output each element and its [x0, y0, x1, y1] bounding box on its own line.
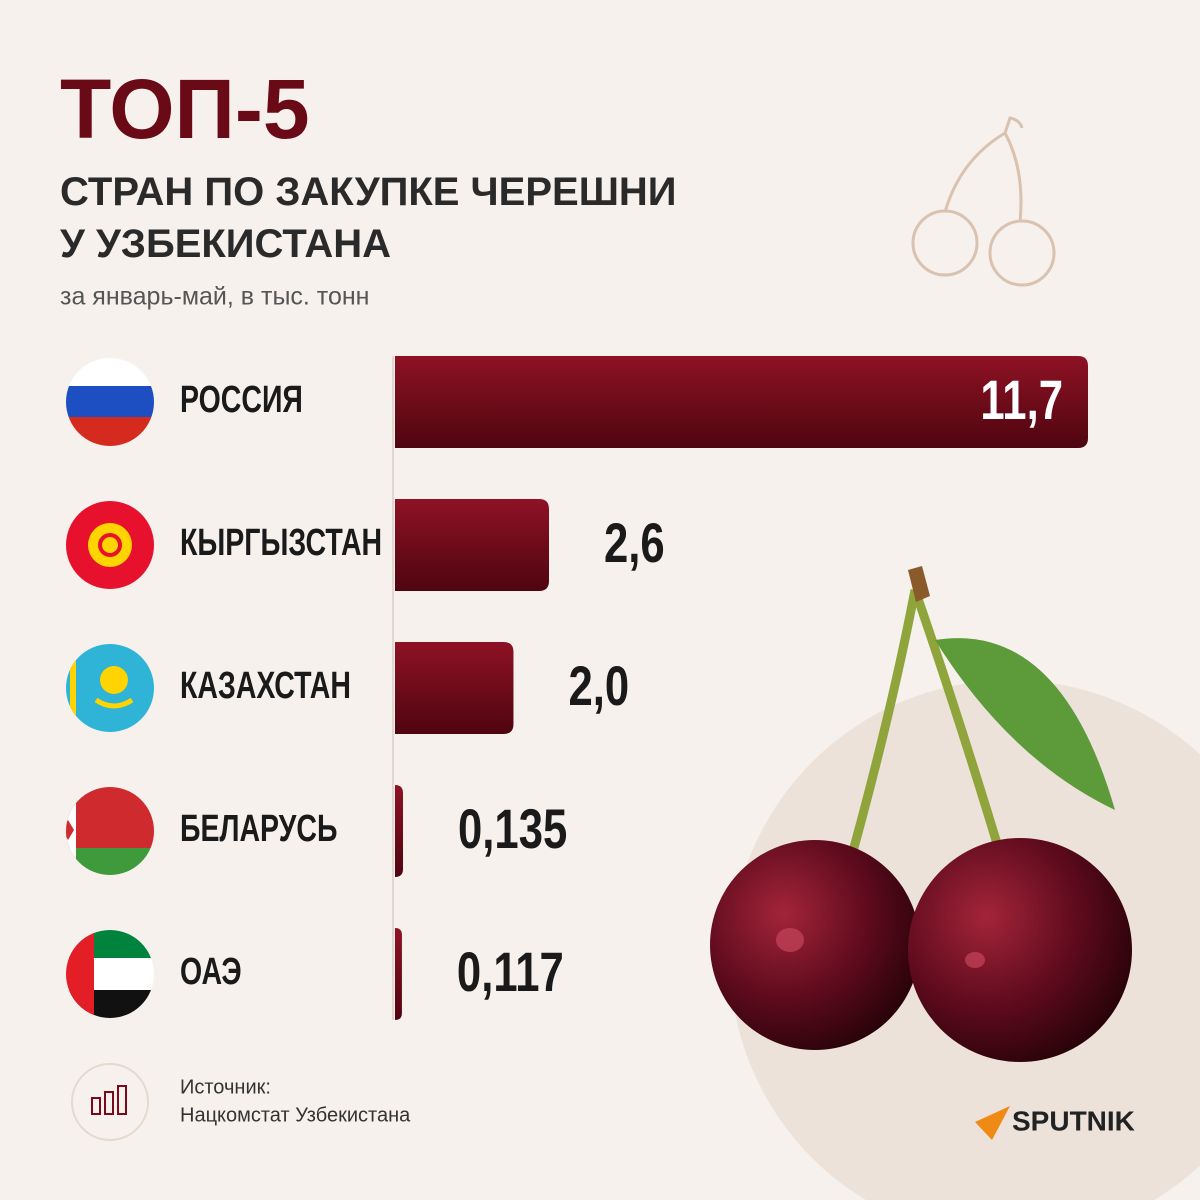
value-label: 2,6: [604, 512, 665, 574]
source-label: Источник:: [180, 1076, 271, 1098]
value-label: 0,117: [457, 941, 564, 1003]
source-icon-bars: [91, 1085, 127, 1115]
flag-kyrgyzstan: [66, 501, 154, 589]
subtitle: СТРАН ПО ЗАКУПКЕ ЧЕРЕШНИ У УЗБЕКИСТАНА: [60, 170, 677, 266]
bar: [395, 785, 403, 877]
bar: [395, 499, 549, 591]
value-label: 2,0: [568, 655, 629, 717]
title: ТОП-5: [60, 62, 310, 156]
category-label: ОАЭ: [180, 951, 242, 993]
value-label: 0,135: [458, 798, 567, 860]
logo: SPUTNIK: [1012, 1105, 1135, 1136]
bar: [395, 928, 402, 1020]
category-label: КЫРГЫЗСТАН: [180, 522, 382, 564]
cherry-outline-icon: [911, 116, 1056, 287]
bar: [395, 356, 1088, 448]
flag-kazakhstan: [66, 644, 154, 732]
source: Нацкомстат Узбекистана: [180, 1104, 411, 1126]
flag-uae: [66, 930, 154, 1018]
value-label: 11,7: [980, 369, 1063, 431]
category-label: КАЗАХСТАН: [180, 665, 351, 707]
category-label: РОССИЯ: [180, 379, 303, 421]
source-icon: [71, 1063, 149, 1141]
category-label: БЕЛАРУСЬ: [180, 808, 337, 850]
cherry-photo: [710, 566, 1132, 1062]
logo-mark: [975, 1106, 1010, 1140]
note: за январь-май, в тыс. тонн: [60, 283, 370, 311]
bar: [395, 642, 514, 734]
